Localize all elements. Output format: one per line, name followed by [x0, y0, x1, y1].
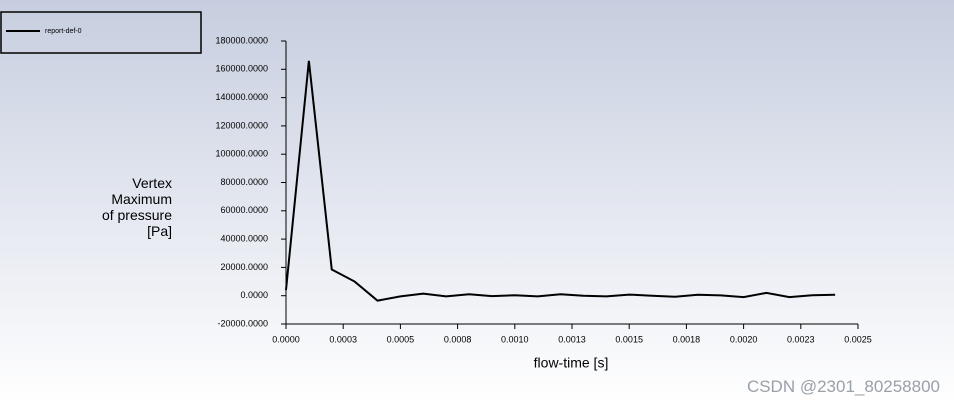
- x-axis-label: flow-time [s]: [534, 355, 609, 371]
- y-tick-label: 160000.0000: [215, 64, 268, 74]
- y-tick-label: 100000.0000: [215, 149, 268, 159]
- x-tick-label: 0.0025: [844, 334, 872, 344]
- x-tick-label: 0.0020: [730, 334, 758, 344]
- y-axis-label: Vertex Maximum of pressure [Pa]: [101, 175, 172, 239]
- line: [285, 60, 836, 302]
- x-tick-label: 0.0003: [329, 334, 357, 344]
- y-tick-label: 180000.0000: [215, 35, 268, 45]
- x-tick-label: 0.0005: [387, 334, 415, 344]
- x-tick-label: 0.0015: [615, 334, 643, 344]
- y-tick-label: 140000.0000: [215, 92, 268, 102]
- y-tick-label: 40000.0000: [220, 233, 268, 243]
- y-tick-label: 20000.0000: [220, 262, 268, 272]
- x-tick-label: 0.0013: [558, 334, 586, 344]
- x-tick-label: 0.0023: [787, 334, 815, 344]
- y-tick-label: 120000.0000: [215, 120, 268, 130]
- legend-box: [0, 11, 202, 54]
- x-tick-label: 0.0018: [673, 334, 701, 344]
- y-tick-label: 0.0000: [240, 290, 268, 300]
- y-tick-label: -20000.0000: [217, 318, 268, 328]
- y-tick-label: 80000.0000: [220, 177, 268, 187]
- legend-label: report-def-0: [45, 28, 82, 35]
- x-tick-label: 0.0010: [501, 334, 529, 344]
- x-tick-label: 0.0008: [444, 334, 472, 344]
- watermark: CSDN @2301_80258800: [746, 377, 940, 396]
- x-tick-label: 0.0000: [272, 334, 300, 344]
- y-tick-label: 60000.0000: [220, 205, 268, 215]
